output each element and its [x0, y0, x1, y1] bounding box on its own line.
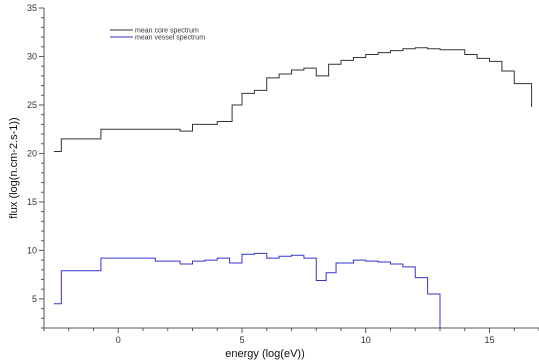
y-tick-label: 25 [27, 100, 37, 110]
y-tick-label: 20 [27, 148, 37, 158]
y-tick-label: 5 [32, 294, 37, 304]
series-line-vessel [54, 253, 440, 328]
y-tick-label: 10 [27, 245, 37, 255]
x-tick-label: 5 [239, 335, 244, 345]
y-axis: 5 10 15 20 25 30 35 [27, 3, 44, 328]
y-tick-label: 35 [27, 3, 37, 13]
x-tick-label: 0 [116, 335, 121, 345]
x-tick-label: 10 [361, 335, 371, 345]
plot-frame [44, 8, 539, 328]
legend-label: mean core spectrum [135, 28, 199, 35]
series-line-core [54, 48, 532, 152]
series-layer [54, 48, 532, 328]
legend-label: mean vessel spectrum [135, 35, 205, 42]
y-tick-label: 15 [27, 197, 37, 207]
y-axis-title: flux (log(n.cm-2.s-1)) [8, 117, 20, 218]
x-axis-title: energy (log(eV)) [225, 348, 304, 360]
y-tick-label: 30 [27, 51, 37, 61]
x-tick-label: 15 [484, 335, 494, 345]
x-axis: 0 5 10 15 [44, 328, 539, 345]
